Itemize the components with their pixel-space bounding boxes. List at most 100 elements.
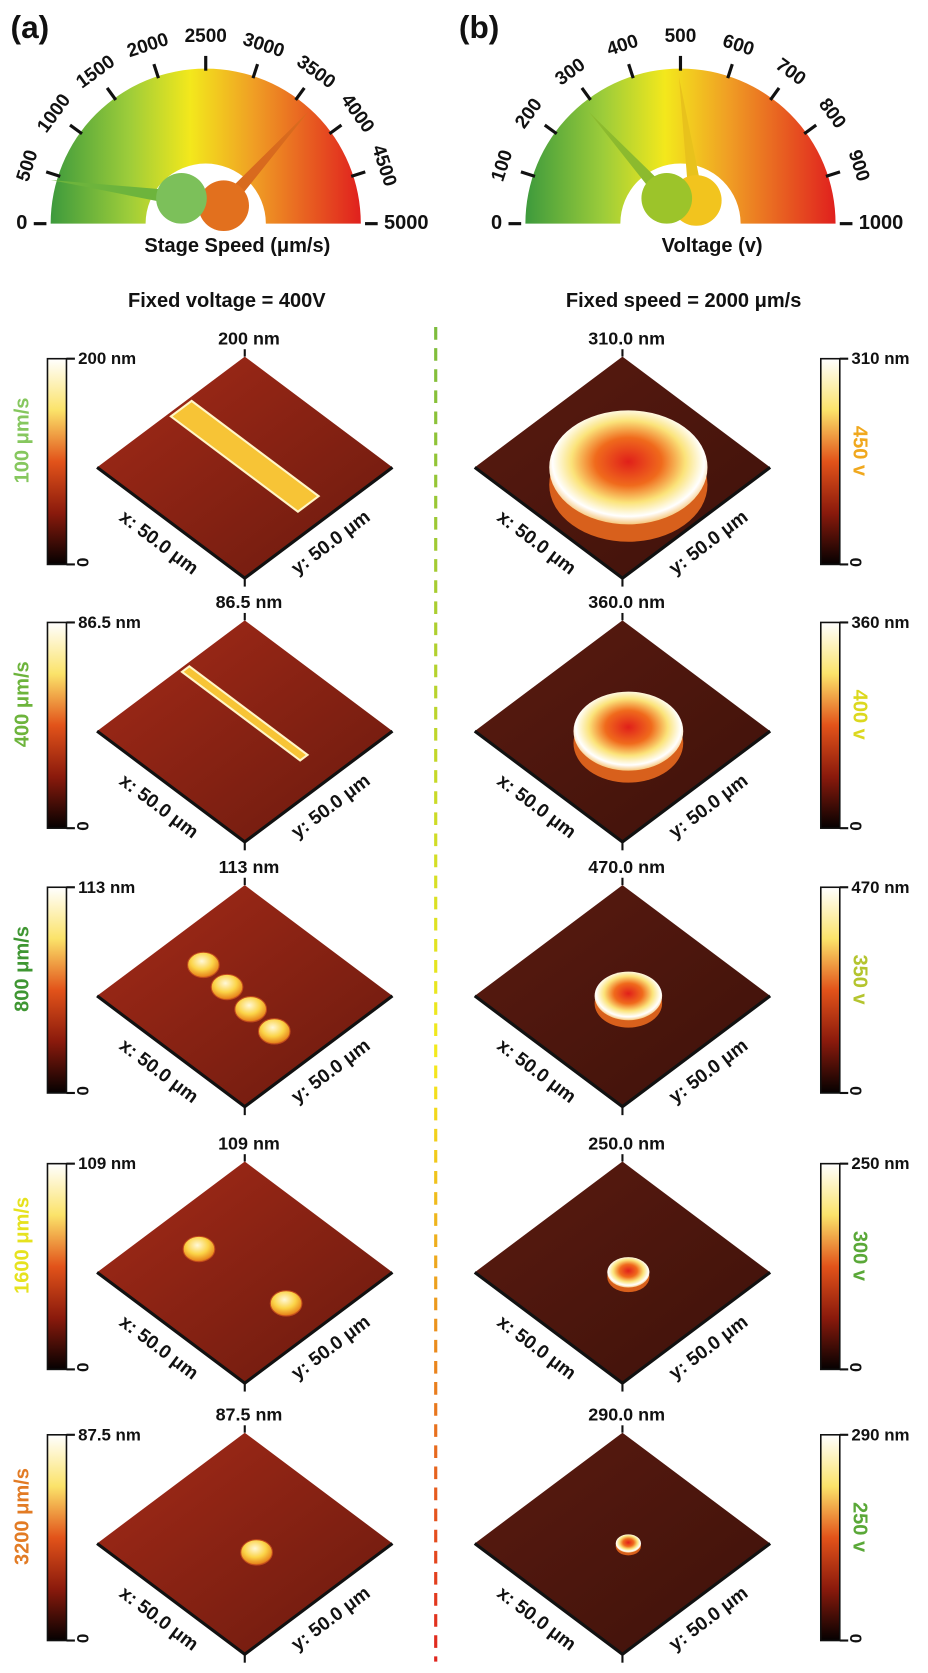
gauge-tick-label: 500 (13, 147, 43, 184)
gauge-tick (728, 64, 733, 78)
gauge-hub (198, 180, 249, 231)
condition-label: 400 v (848, 690, 870, 741)
afm-dome (595, 972, 663, 1021)
condition-label: 1600 μm/s (12, 1197, 34, 1294)
panel-label: (b) (459, 9, 499, 45)
height-label: 470.0 nm (588, 857, 665, 877)
gauge-tick (329, 125, 341, 134)
colorbar (821, 1164, 840, 1370)
colorbar-max-label: 109 nm (78, 1154, 136, 1173)
gauge-title: Stage Speed (μm/s) (144, 235, 330, 257)
gauge-tick-label: 1000 (859, 212, 904, 234)
gauge-tick-label: 500 (665, 26, 697, 47)
afm-dot (241, 1540, 273, 1565)
condition-label: 400 μm/s (12, 661, 34, 747)
figure: (a)0500100015002000250030003500400045005… (0, 0, 928, 1673)
gauge-tick-label: 2500 (185, 26, 227, 47)
colorbar-max-label: 86.5 nm (78, 613, 141, 632)
gauge-tick-label: 100 (488, 147, 518, 184)
afm-dome (607, 1257, 649, 1287)
colorbar (47, 1164, 66, 1370)
colorbar-max-label: 250 nm (851, 1154, 909, 1173)
gauge-tick (826, 172, 840, 177)
gauge-tick (770, 88, 779, 100)
gauge-tick (70, 125, 82, 134)
gauge-tick (521, 172, 535, 177)
gauge-tick (46, 172, 60, 177)
height-label: 87.5 nm (216, 1405, 283, 1425)
gauge-tick (296, 88, 305, 100)
colorbar-min-label: 0 (73, 821, 92, 830)
height-label: 310.0 nm (588, 328, 665, 348)
gauge-tick (804, 125, 816, 134)
gauge-tick (351, 172, 365, 177)
afm-dome (616, 1534, 641, 1552)
colorbar-min-label: 0 (73, 558, 92, 567)
condition-label: 250 v (848, 1502, 870, 1553)
colorbar-max-label: 290 nm (851, 1425, 909, 1444)
afm-dot (270, 1291, 302, 1316)
height-label: 109 nm (218, 1133, 280, 1153)
colorbar-max-label: 200 nm (78, 349, 136, 368)
colorbar-min-label: 0 (846, 821, 865, 830)
colorbar-min-label: 0 (73, 1634, 92, 1643)
panel-label: (a) (11, 9, 50, 45)
panel-subtitle: Fixed speed = 2000 μm/s (566, 290, 802, 312)
gauge-tick-label: 3000 (240, 29, 287, 62)
condition-label: 350 v (848, 954, 870, 1005)
colorbar-min-label: 0 (846, 558, 865, 567)
colorbar-min-label: 0 (73, 1086, 92, 1095)
colorbar (47, 887, 66, 1093)
colorbar (821, 359, 840, 565)
gauge-tick-label: 400 (604, 31, 641, 61)
colorbar (821, 1435, 840, 1641)
gauge-tick-label: 5000 (384, 212, 429, 234)
colorbar (821, 622, 840, 828)
afm-dot (235, 997, 267, 1022)
afm-dot (211, 974, 243, 999)
afm-dome (549, 410, 707, 524)
height-label: 113 nm (219, 857, 280, 877)
afm-surface (97, 1162, 392, 1384)
gauge-tick-label: 2000 (125, 29, 172, 62)
afm-dome (573, 692, 683, 771)
gauge-tick-label: 4000 (336, 90, 378, 137)
colorbar (47, 1435, 66, 1641)
height-label: 250.0 nm (588, 1133, 665, 1153)
gauge-tick-label: 600 (720, 31, 757, 61)
gauge-tick-label: 0 (16, 212, 27, 234)
gauge-tick-label: 200 (511, 95, 547, 133)
afm-surface (97, 885, 392, 1107)
colorbar-min-label: 0 (846, 1363, 865, 1372)
colorbar-max-label: 470 nm (851, 878, 909, 897)
gauge-tick-label: 3500 (293, 51, 340, 93)
gauge-tick-label: 0 (491, 212, 502, 234)
afm-surface (97, 620, 392, 842)
gauge-tick-label: 1000 (33, 90, 75, 137)
colorbar-max-label: 87.5 nm (78, 1425, 141, 1444)
gauge-tick-label: 700 (772, 54, 810, 90)
gauge-tick (582, 88, 591, 100)
condition-label: 100 μm/s (12, 398, 34, 484)
colorbar (821, 887, 840, 1093)
afm-dot (258, 1019, 290, 1044)
gauge-hub (156, 173, 207, 224)
condition-label: 300 v (848, 1231, 870, 1282)
gauge-tick-label: 1500 (72, 51, 119, 93)
page: (a)0500100015002000250030003500400045005… (0, 0, 928, 1673)
condition-label: 800 μm/s (12, 926, 34, 1012)
gauge-title: Voltage (v) (662, 235, 763, 257)
gauge-tick-label: 800 (814, 95, 850, 133)
colorbar-max-label: 360 nm (851, 613, 909, 632)
colorbar-max-label: 310 nm (851, 349, 909, 368)
gauge-tick (253, 64, 258, 78)
afm-dot (183, 1236, 215, 1261)
gauge-tick-label: 300 (551, 54, 589, 90)
colorbar-max-label: 113 nm (78, 878, 135, 897)
gauge-tick (107, 88, 116, 100)
condition-label: 3200 μm/s (12, 1468, 34, 1565)
height-label: 86.5 nm (216, 592, 283, 612)
colorbar (47, 622, 66, 828)
gauge-tick (629, 64, 634, 78)
